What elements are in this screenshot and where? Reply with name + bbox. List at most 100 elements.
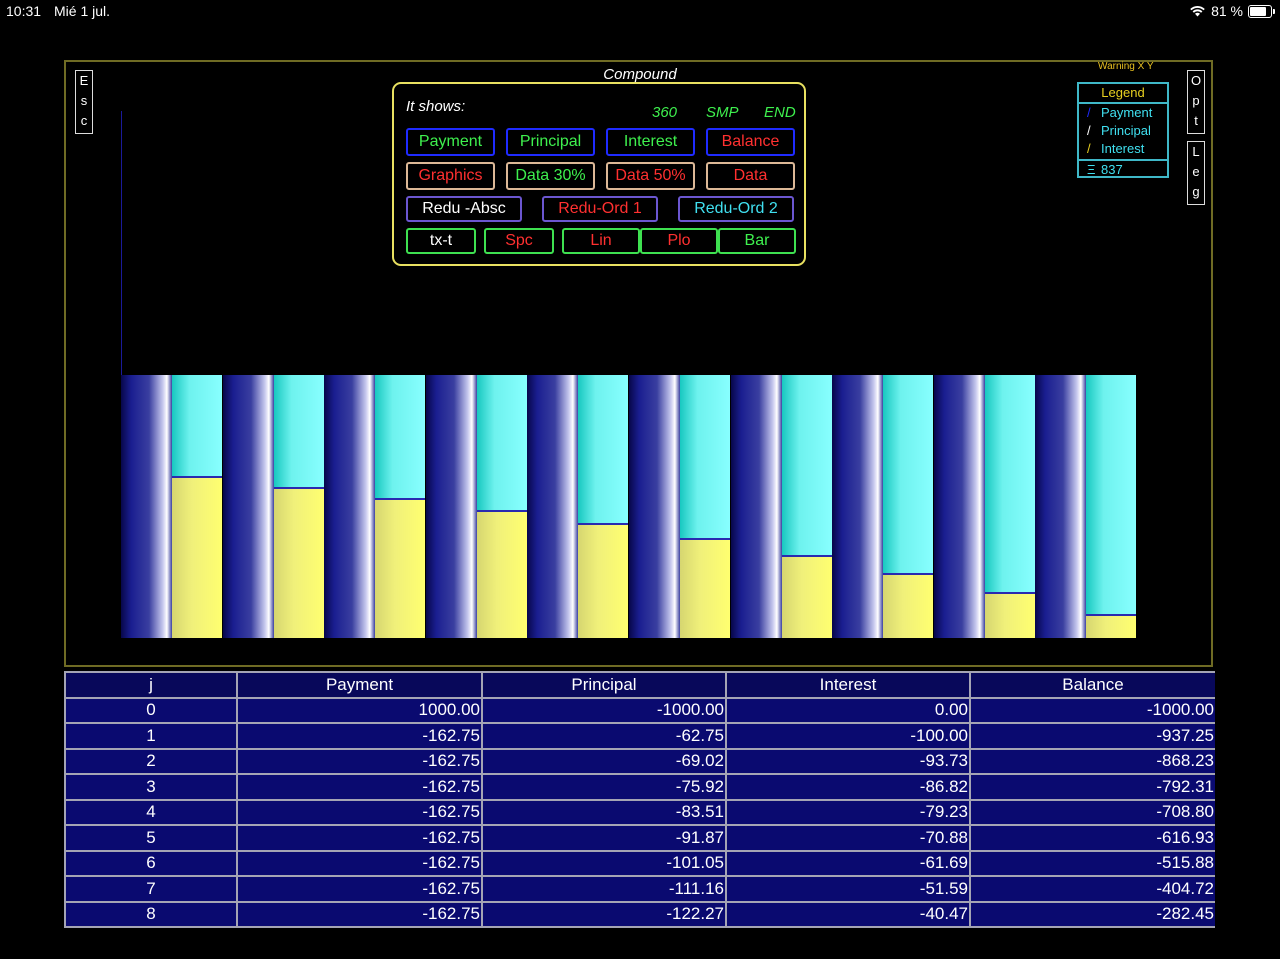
btn-lin[interactable]: Lin — [562, 228, 640, 254]
payment-bar — [730, 375, 782, 638]
column-header: j — [64, 671, 238, 699]
btn-data-30[interactable]: Data 30% — [506, 162, 595, 190]
table-cell: -75.92 — [481, 773, 727, 801]
legend-footer: Ξ 837 — [1079, 159, 1167, 179]
principal-bar — [781, 375, 832, 555]
btn-interest[interactable]: Interest — [606, 128, 695, 156]
interest-bar — [883, 573, 934, 638]
legend-item-label: Interest — [1101, 141, 1145, 156]
payment-bar — [1035, 375, 1087, 638]
table-cell: 7 — [64, 875, 238, 903]
btn-tx-t[interactable]: tx-t — [406, 228, 476, 254]
btn-data-50[interactable]: Data 50% — [606, 162, 695, 190]
table-cell: -162.75 — [236, 722, 483, 750]
table-cell: -162.75 — [236, 747, 483, 775]
table-row: 2 -162.75 -69.02 -93.73 -868.23 — [64, 747, 1215, 775]
table-row: 0 1000.00 -1000.00 0.00 -1000.00 — [64, 696, 1215, 724]
column-header: Interest — [725, 671, 971, 699]
interest-bar — [273, 487, 324, 638]
bar-chart — [121, 375, 1137, 638]
battery-icon — [1248, 4, 1275, 18]
table-cell: -937.25 — [969, 722, 1215, 750]
opt-letter: t — [1194, 113, 1198, 128]
column-header: Balance — [969, 671, 1215, 699]
btn-principal[interactable]: Principal — [506, 128, 595, 156]
table-cell: -40.47 — [725, 900, 971, 928]
btn-balance[interactable]: Balance — [706, 128, 795, 156]
table-cell: 6 — [64, 849, 238, 877]
interest-bar — [578, 523, 629, 638]
btn-spc[interactable]: Spc — [484, 228, 554, 254]
btn-data[interactable]: Data — [706, 162, 795, 190]
payment-bar — [121, 375, 172, 638]
esc-letter: c — [80, 113, 88, 128]
table-cell: -1000.00 — [969, 696, 1215, 724]
table-cell: -83.51 — [481, 798, 727, 826]
legend-mark-icon: / — [1087, 105, 1091, 120]
btn-graphics[interactable]: Graphics — [406, 162, 495, 190]
y-axis — [121, 111, 122, 376]
warning-label: Warning X Y — [1098, 61, 1154, 72]
table-cell: -792.31 — [969, 773, 1215, 801]
principal-bar — [680, 375, 730, 538]
legend[interactable]: Legend / Payment / Principal / Interest Ξ 837 — [1077, 82, 1169, 178]
table-cell: -86.82 — [725, 773, 971, 801]
table-row: 6 -162.75 -101.05 -61.69 -515.88 — [64, 849, 1215, 877]
btn-bar[interactable]: Bar — [718, 228, 796, 254]
table-cell: -515.88 — [969, 849, 1215, 877]
timing-label: END — [764, 104, 796, 121]
table-cell: -162.75 — [236, 849, 483, 877]
table-cell: -162.75 — [236, 875, 483, 903]
status-bar: 10:31 Mié 1 jul. 81 % — [0, 0, 1280, 24]
table-row: 4 -162.75 -83.51 -79.23 -708.80 — [64, 798, 1215, 826]
interest-bar — [476, 510, 527, 638]
table-row: 3 -162.75 -75.92 -86.82 -792.31 — [64, 773, 1215, 801]
btn-payment[interactable]: Payment — [406, 128, 495, 156]
principal-bar — [375, 375, 426, 498]
legend-footer-value: 837 — [1101, 162, 1123, 177]
legend-item: / Interest — [1079, 140, 1167, 158]
table-cell: -122.27 — [481, 900, 727, 928]
interest-bar — [984, 592, 1035, 638]
table-cell: 4 — [64, 798, 238, 826]
table-cell: -62.75 — [481, 722, 727, 750]
table-row: 7 -162.75 -111.16 -51.59 -404.72 — [64, 875, 1215, 903]
table-header: j Payment Principal Interest Balance — [64, 671, 1215, 699]
principal-bar — [476, 375, 527, 510]
btn-plo[interactable]: Plo — [640, 228, 718, 254]
legend-title: Legend — [1079, 84, 1167, 104]
table-cell: -100.00 — [725, 722, 971, 750]
panel-label: It shows: — [406, 98, 466, 115]
btn-redu-ord-1[interactable]: Redu-Ord 1 — [542, 196, 658, 222]
legend-item: / Principal — [1079, 122, 1167, 140]
table-cell: -162.75 — [236, 773, 483, 801]
table-cell: -70.88 — [725, 824, 971, 852]
payment-bar — [629, 375, 680, 638]
legend-item-label: Payment — [1101, 105, 1153, 120]
table-cell: -101.05 — [481, 849, 727, 877]
principal-bar — [984, 375, 1035, 592]
payment-bar — [324, 375, 376, 638]
status-time: 10:31 — [6, 3, 42, 19]
legend-mark-icon: / — [1087, 123, 1091, 138]
payment-bar — [425, 375, 477, 638]
table-cell: -868.23 — [969, 747, 1215, 775]
leg-letter: e — [1192, 164, 1200, 179]
esc-letter: E — [79, 73, 89, 88]
btn-redu-absc[interactable]: Redu -Absc — [406, 196, 522, 222]
table-cell: -404.72 — [969, 875, 1215, 903]
interest-bar — [375, 498, 426, 638]
table-row: 8 -162.75 -122.27 -40.47 -282.45 — [64, 900, 1215, 928]
payment-bar — [832, 375, 884, 638]
principal-bar — [578, 375, 629, 523]
table-cell: -79.23 — [725, 798, 971, 826]
table-cell: -708.80 — [969, 798, 1215, 826]
table-cell: -69.02 — [481, 747, 727, 775]
interest-bar — [781, 555, 832, 638]
table-cell: -1000.00 — [481, 696, 727, 724]
btn-redu-ord-2[interactable]: Redu-Ord 2 — [678, 196, 794, 222]
legend-footer-mark: Ξ — [1087, 162, 1096, 177]
